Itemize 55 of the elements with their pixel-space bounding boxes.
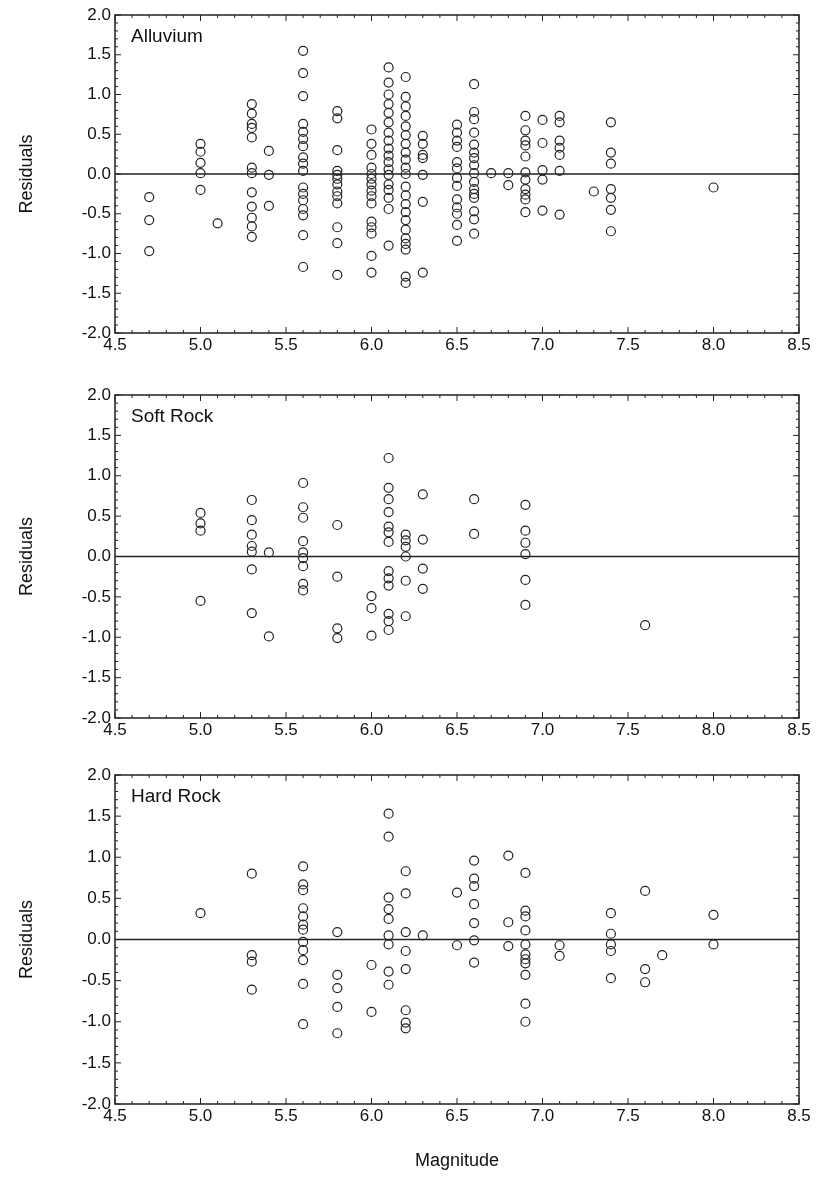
x-tick-label: 5.5 [274, 334, 298, 354]
x-tick-label: 7.5 [616, 1105, 640, 1125]
y-tick-label: 0.5 [87, 505, 111, 525]
y-tick-label: 0.5 [87, 123, 111, 143]
x-tick-label: 7.0 [530, 1105, 555, 1125]
x-tick-label: 5.0 [188, 719, 213, 739]
y-tick-label: 2.0 [87, 4, 111, 24]
x-tick-label: 6.0 [359, 719, 384, 739]
x-tick-label: 6.5 [445, 719, 469, 739]
y-axis-title: Residuals [15, 899, 36, 980]
y-tick-label: 0.0 [87, 929, 111, 949]
x-tick-label: 5.5 [274, 1105, 298, 1125]
y-tick-label: -1.0 [81, 626, 111, 646]
x-tick-label: 5.0 [188, 1105, 213, 1125]
y-axis-title: Residuals [15, 134, 36, 214]
x-tick-label: 8.0 [701, 719, 726, 739]
y-tick-label: 1.5 [87, 44, 111, 64]
y-tick-label: -0.5 [81, 586, 111, 606]
y-tick-label: -0.5 [81, 203, 111, 223]
y-tick-label: 0.0 [87, 163, 111, 183]
y-tick-label: 1.5 [87, 805, 111, 825]
x-tick-label: 5.0 [188, 334, 213, 354]
x-tick-label: 8.5 [787, 1105, 811, 1125]
y-tick-label: -1.5 [81, 667, 111, 687]
y-tick-label: 0.5 [87, 888, 111, 908]
x-tick-label: 6.0 [359, 334, 384, 354]
y-tick-label: 2.0 [87, 764, 111, 784]
x-tick-label: 8.0 [701, 334, 726, 354]
x-tick-label: 7.0 [530, 334, 555, 354]
y-tick-label: -1.0 [81, 1011, 111, 1031]
y-tick-label: 2.0 [87, 384, 111, 404]
y-tick-label: 1.0 [87, 84, 111, 104]
x-tick-label: 7.0 [530, 719, 555, 739]
text: Soft Rock [131, 404, 214, 426]
x-tick-label: 8.5 [787, 334, 811, 354]
x-tick-label: 6.0 [359, 1105, 384, 1125]
x-tick-label: 7.5 [616, 719, 640, 739]
text: Alluvium [131, 24, 203, 46]
y-tick-label: 1.0 [87, 465, 111, 485]
y-tick-label: 1.5 [87, 425, 111, 445]
y-axis-title: Residuals [15, 516, 36, 597]
text: Hard Rock [131, 784, 222, 806]
y-tick-label: 0.0 [87, 546, 111, 566]
x-tick-label: 7.5 [616, 334, 640, 354]
y-tick-label: -0.5 [81, 970, 111, 990]
x-tick-label: 8.0 [701, 1105, 726, 1125]
y-tick-label: -1.5 [81, 1052, 111, 1072]
x-tick-label: 6.5 [445, 1105, 469, 1125]
x-tick-label: 6.5 [445, 334, 469, 354]
y-tick-label: -1.5 [81, 282, 111, 302]
x-axis-title: Magnitude [414, 1150, 500, 1171]
y-tick-label: -1.0 [81, 243, 111, 263]
x-tick-label: 8.5 [787, 719, 811, 739]
y-tick-label: 1.0 [87, 846, 111, 866]
x-tick-label: 5.5 [274, 719, 298, 739]
